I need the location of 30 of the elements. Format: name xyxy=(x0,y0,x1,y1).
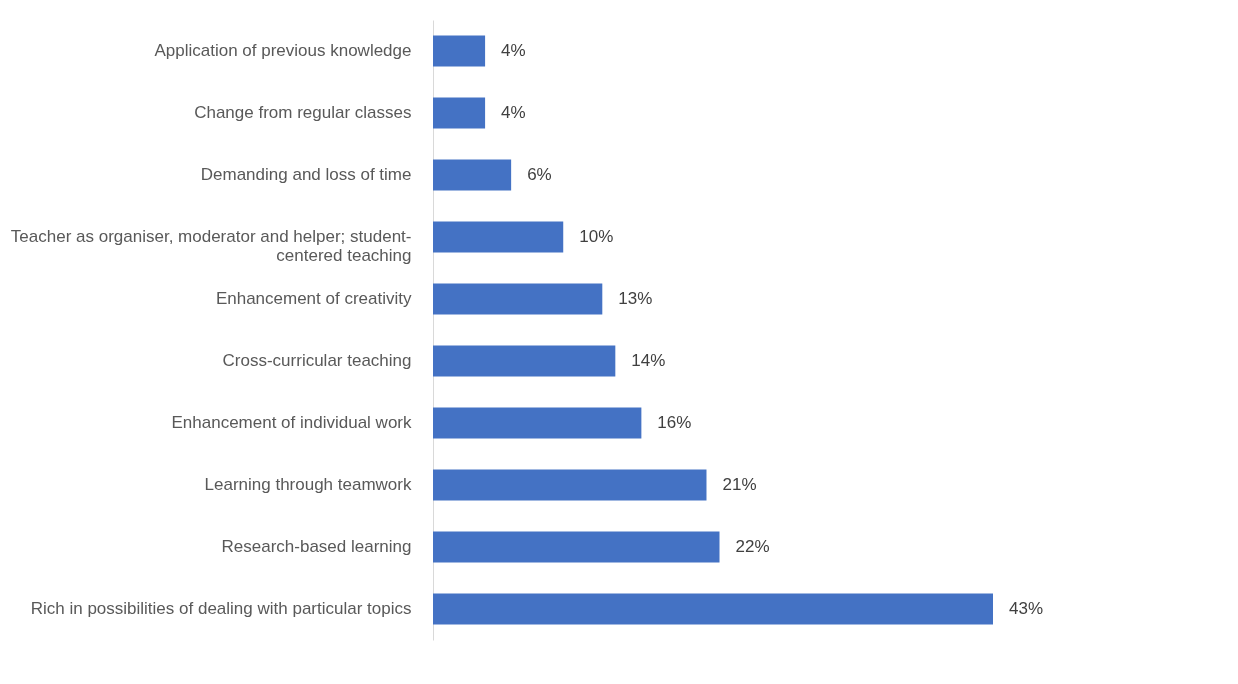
bar xyxy=(433,531,720,563)
bar xyxy=(433,159,512,191)
bar xyxy=(433,97,486,129)
bar xyxy=(433,221,564,253)
y-tick-label: Cross-curricular teaching xyxy=(222,351,412,370)
bar xyxy=(433,593,993,625)
y-tick-label: Research-based learning xyxy=(221,537,412,556)
bar xyxy=(433,35,486,67)
y-tick-label: Rich in possibilities of dealing with particular topics xyxy=(30,599,412,618)
data-label: 4% xyxy=(501,41,526,60)
y-tick-label: Demanding and loss of time xyxy=(200,165,412,184)
bar xyxy=(433,345,616,377)
data-label: 16% xyxy=(657,413,692,432)
bar xyxy=(433,469,707,501)
y-tick-label: Application of previous knowledge xyxy=(154,41,412,60)
y-tick-label: Enhancement of individual work xyxy=(171,413,412,432)
data-label: 6% xyxy=(527,165,552,184)
data-label: 10% xyxy=(579,227,614,246)
y-tick-label: Change from regular classes xyxy=(194,103,412,122)
data-label: 21% xyxy=(722,475,757,494)
y-tick-label: Learning through teamwork xyxy=(204,475,412,494)
data-label: 22% xyxy=(735,537,770,556)
y-tick-label: Enhancement of creativity xyxy=(215,289,412,308)
y-tick-label: Teacher as organiser, moderator and helper; student- centered teaching xyxy=(10,227,412,265)
bar xyxy=(433,407,642,439)
data-label: 43% xyxy=(1009,599,1044,618)
data-label: 4% xyxy=(501,103,526,122)
data-label: 14% xyxy=(631,351,666,370)
bar xyxy=(433,283,603,315)
data-label: 13% xyxy=(618,289,653,308)
